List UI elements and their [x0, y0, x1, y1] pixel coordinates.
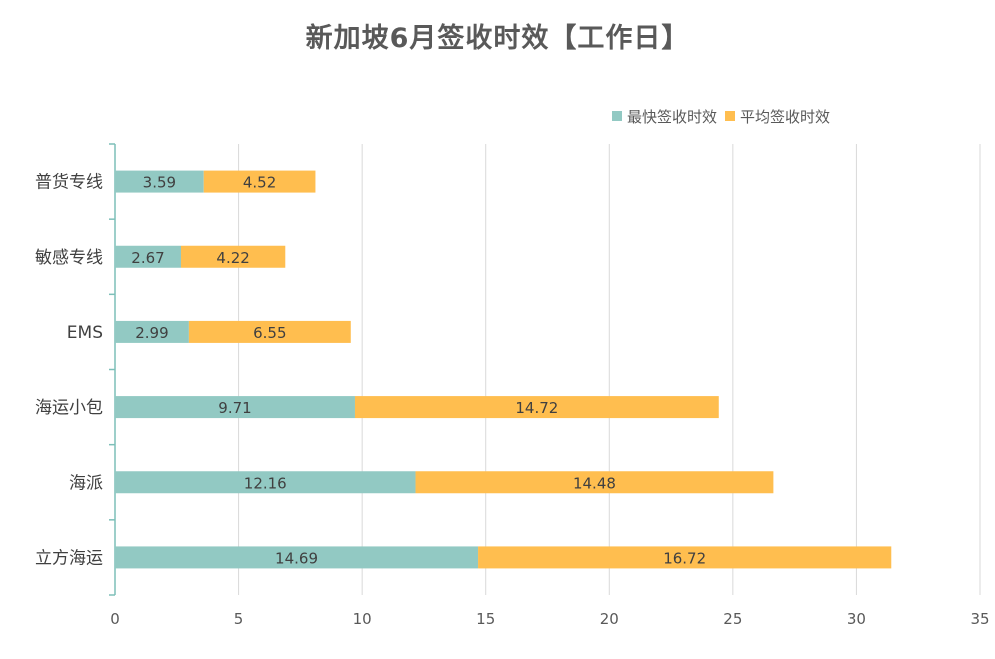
legend: 最快签收时效 平均签收时效 [612, 106, 838, 126]
data-label-fastest-0: 3.59 [143, 174, 176, 192]
category-label: 海运小包 [35, 398, 103, 418]
data-label-fastest-5: 14.69 [275, 549, 318, 567]
bar-average-3 [354, 396, 719, 419]
data-label-average-1: 4.22 [216, 249, 249, 267]
legend-item-average: 平均签收时效 [725, 106, 830, 127]
x-tick-label-10: 10 [353, 610, 372, 628]
legend-label-fastest: 最快签收时效 [627, 107, 718, 126]
category-label: 海派 [69, 473, 103, 493]
chart-title: 新加坡6月签收时效【工作日】 [305, 23, 690, 54]
legend-item-fastest: 最快签收时效 [612, 106, 717, 127]
data-label-average-0: 4.52 [243, 174, 276, 192]
bar-fastest-4 [115, 471, 416, 494]
data-label-average-3: 14.72 [515, 399, 558, 417]
x-tick-label-5: 5 [234, 610, 244, 628]
legend-swatch-average [725, 111, 736, 121]
legend-label-average: 平均签收时效 [740, 107, 831, 126]
x-tick-label-25: 25 [723, 610, 742, 628]
bar-average-1 [180, 245, 286, 268]
bar-fastest-2 [115, 320, 189, 343]
bar-fastest-0 [115, 170, 204, 193]
x-tick-label-35: 35 [970, 610, 989, 628]
data-label-fastest-3: 9.71 [218, 399, 251, 417]
category-label: 敏感专线 [35, 248, 103, 268]
legend-swatch-fastest [612, 111, 622, 121]
bar-average-0 [203, 170, 316, 193]
x-tick-label-30: 30 [847, 610, 866, 628]
category-label: EMS [67, 323, 103, 343]
data-label-fastest-2: 2.99 [135, 324, 168, 342]
x-tick-label-0: 0 [110, 610, 120, 628]
data-label-average-4: 14.48 [573, 474, 616, 492]
x-tick-label-15: 15 [476, 610, 495, 628]
bar-fastest-1 [115, 245, 181, 268]
data-label-fastest-1: 2.67 [131, 249, 164, 267]
bar-average-4 [415, 471, 774, 494]
category-label: 普货专线 [35, 173, 103, 193]
bar-fastest-3 [115, 396, 355, 419]
category-label: 立方海运 [35, 548, 103, 568]
x-tick-label-20: 20 [600, 610, 619, 628]
data-label-fastest-4: 12.16 [244, 474, 287, 492]
bar-fastest-5 [115, 546, 479, 569]
bar-average-2 [188, 320, 351, 343]
data-label-average-2: 6.55 [253, 324, 286, 342]
bar-average-5 [478, 546, 892, 569]
data-label-average-5: 16.72 [663, 549, 706, 567]
